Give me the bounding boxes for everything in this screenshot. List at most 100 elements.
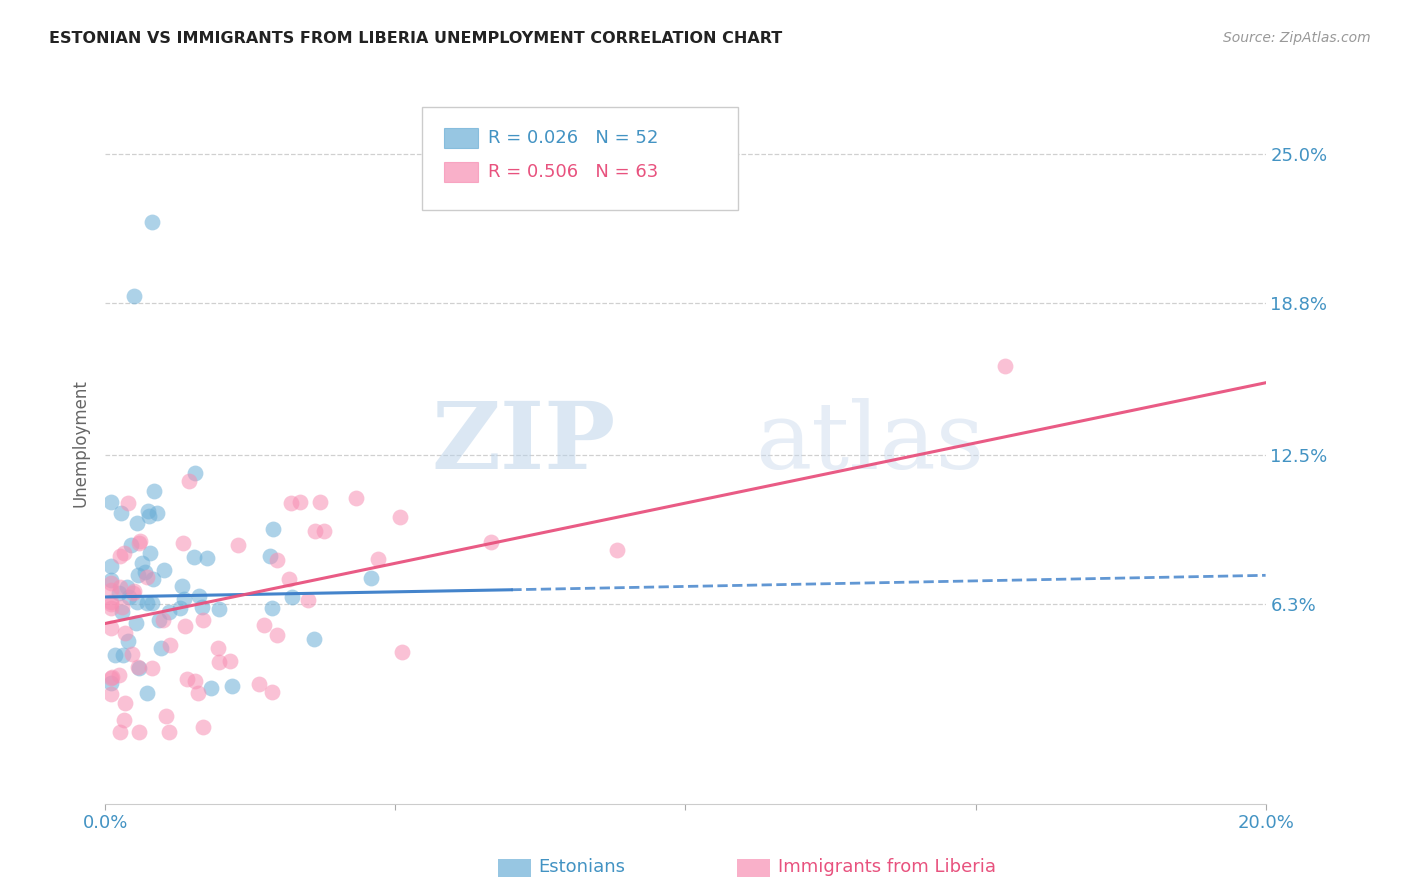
Point — [187, 686, 209, 700]
Point — [121, 585, 143, 599]
Point — [142, 572, 165, 586]
Point — [993, 359, 1015, 373]
Point — [108, 586, 131, 600]
Point — [128, 724, 150, 739]
Text: Immigrants from Liberia: Immigrants from Liberia — [778, 858, 995, 876]
Point — [110, 549, 132, 563]
Point — [191, 600, 214, 615]
Point — [136, 504, 159, 518]
Point — [141, 214, 163, 228]
Point — [128, 536, 150, 550]
Point — [112, 648, 135, 663]
Point — [101, 670, 124, 684]
Point — [138, 508, 160, 523]
Point — [136, 570, 159, 584]
Point — [100, 573, 122, 587]
Point — [367, 552, 389, 566]
Text: ZIP: ZIP — [432, 398, 616, 488]
Point — [188, 589, 211, 603]
Point — [124, 616, 146, 631]
Point — [136, 596, 159, 610]
Point — [479, 535, 502, 549]
Point — [100, 576, 122, 591]
Point — [127, 660, 149, 674]
Point — [100, 595, 122, 609]
Point — [253, 618, 276, 632]
Point — [247, 677, 270, 691]
Point — [100, 558, 122, 573]
Point — [200, 681, 222, 695]
Point — [146, 506, 169, 520]
Point — [115, 580, 138, 594]
Point — [142, 483, 165, 498]
Point — [304, 524, 326, 538]
Point — [288, 494, 311, 508]
Point — [218, 654, 240, 668]
Point — [107, 668, 129, 682]
Point — [100, 583, 122, 598]
Point — [131, 556, 153, 570]
Point — [159, 638, 181, 652]
Point — [111, 605, 134, 619]
Point — [172, 536, 194, 550]
Point — [155, 708, 177, 723]
Text: R = 0.506   N = 63: R = 0.506 N = 63 — [488, 163, 658, 181]
Point — [280, 496, 302, 510]
Point — [193, 614, 215, 628]
Point — [389, 510, 412, 524]
Point — [100, 688, 122, 702]
Point — [100, 601, 122, 615]
Point — [117, 634, 139, 648]
Point — [176, 672, 198, 686]
Point — [260, 685, 283, 699]
Point — [122, 584, 145, 599]
Point — [207, 601, 229, 615]
Point — [152, 613, 174, 627]
Point — [128, 534, 150, 549]
Point — [149, 640, 172, 655]
Point — [153, 563, 176, 577]
Point — [226, 538, 249, 552]
Point — [207, 641, 229, 656]
Point — [100, 675, 122, 690]
Point — [127, 567, 149, 582]
Point — [309, 495, 332, 509]
Text: R = 0.026   N = 52: R = 0.026 N = 52 — [488, 129, 658, 147]
Point — [302, 632, 325, 647]
Point — [262, 601, 284, 615]
Point — [191, 720, 214, 734]
Point — [157, 724, 180, 739]
Point — [606, 542, 628, 557]
Point — [344, 491, 367, 505]
Point — [136, 686, 159, 700]
Point — [139, 546, 162, 560]
Point — [391, 645, 413, 659]
Point — [108, 580, 131, 594]
Point — [114, 696, 136, 710]
Point — [221, 679, 243, 693]
Point — [208, 656, 231, 670]
Point — [114, 625, 136, 640]
Text: atlas: atlas — [755, 398, 984, 488]
Point — [266, 628, 288, 642]
Point — [110, 506, 132, 520]
Point — [312, 524, 335, 538]
Point — [173, 592, 195, 607]
Point — [114, 546, 136, 560]
Point — [111, 599, 134, 614]
Point — [127, 516, 149, 531]
Point — [183, 673, 205, 688]
Point — [100, 495, 122, 509]
Point — [280, 591, 302, 605]
Point — [297, 592, 319, 607]
Point — [157, 606, 180, 620]
Point — [108, 724, 131, 739]
Point — [117, 496, 139, 510]
Point — [278, 572, 301, 586]
Point — [266, 553, 288, 567]
Y-axis label: Unemployment: Unemployment — [72, 379, 89, 507]
Text: Source: ZipAtlas.com: Source: ZipAtlas.com — [1223, 31, 1371, 45]
Point — [259, 549, 281, 564]
Point — [141, 596, 163, 610]
Point — [195, 550, 218, 565]
